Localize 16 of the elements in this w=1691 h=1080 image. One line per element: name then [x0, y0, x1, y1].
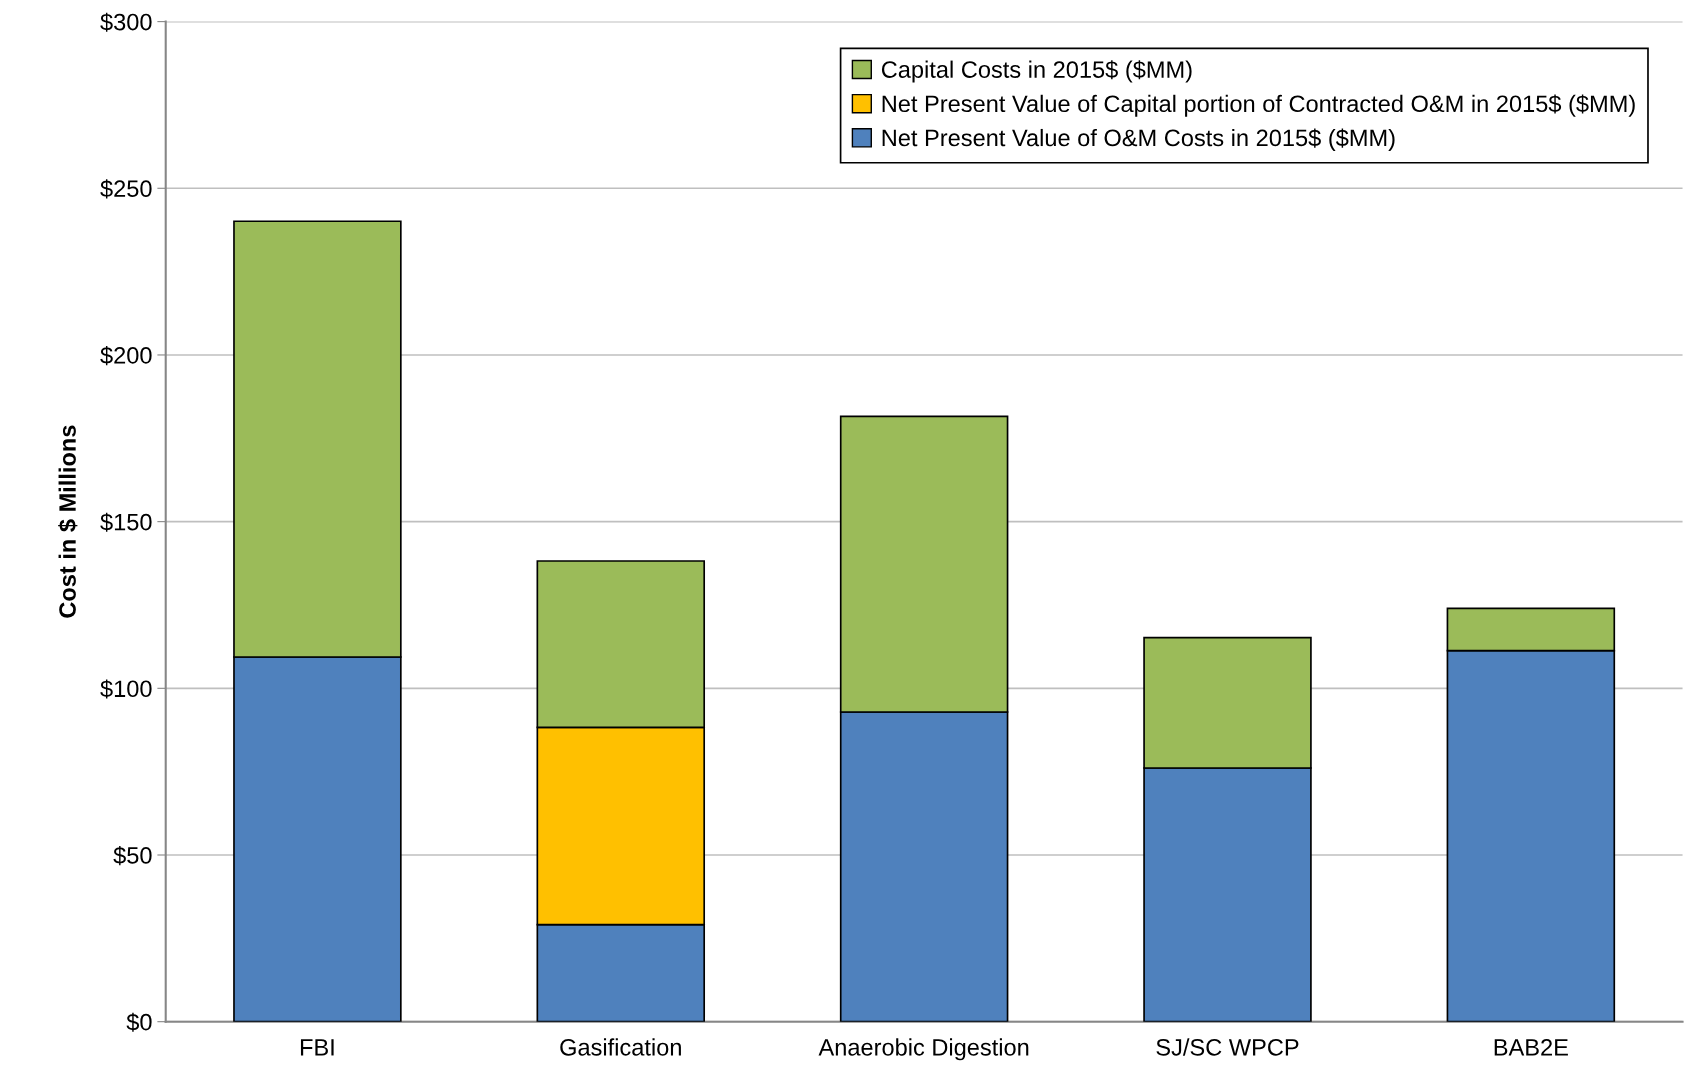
x-tick-label: Gasification — [560, 1038, 681, 1056]
y-tick-label: $200 — [100, 346, 152, 366]
x-tick-label: FBI — [300, 1039, 334, 1056]
legend-label: Capital Costs in 2015$ ($MM) — [881, 60, 1192, 83]
x-tick-label: SJ/SC WPCP — [1156, 1038, 1299, 1056]
y-tick-label: $100 — [100, 679, 152, 699]
y-axis-title: Cost in $ Millions — [58, 425, 78, 618]
legend-label: Net Present Value of O&M Costs in 2015$ ($MM) — [882, 128, 1395, 151]
y-tick-label: $150 — [100, 512, 152, 532]
x-tick-label: BAB2E — [1494, 1038, 1568, 1056]
y-tick-label: $0 — [126, 1012, 152, 1032]
y-tick-label: $50 — [113, 846, 152, 866]
x-tick-label: Anaerobic Digestion — [818, 1038, 1029, 1061]
y-tick-label: $250 — [100, 179, 152, 199]
y-tick-label: $300 — [100, 12, 152, 32]
legend-label: Net Present Value of Capital portion of Contracted O&M in 2015$ ($MM) — [882, 94, 1635, 117]
